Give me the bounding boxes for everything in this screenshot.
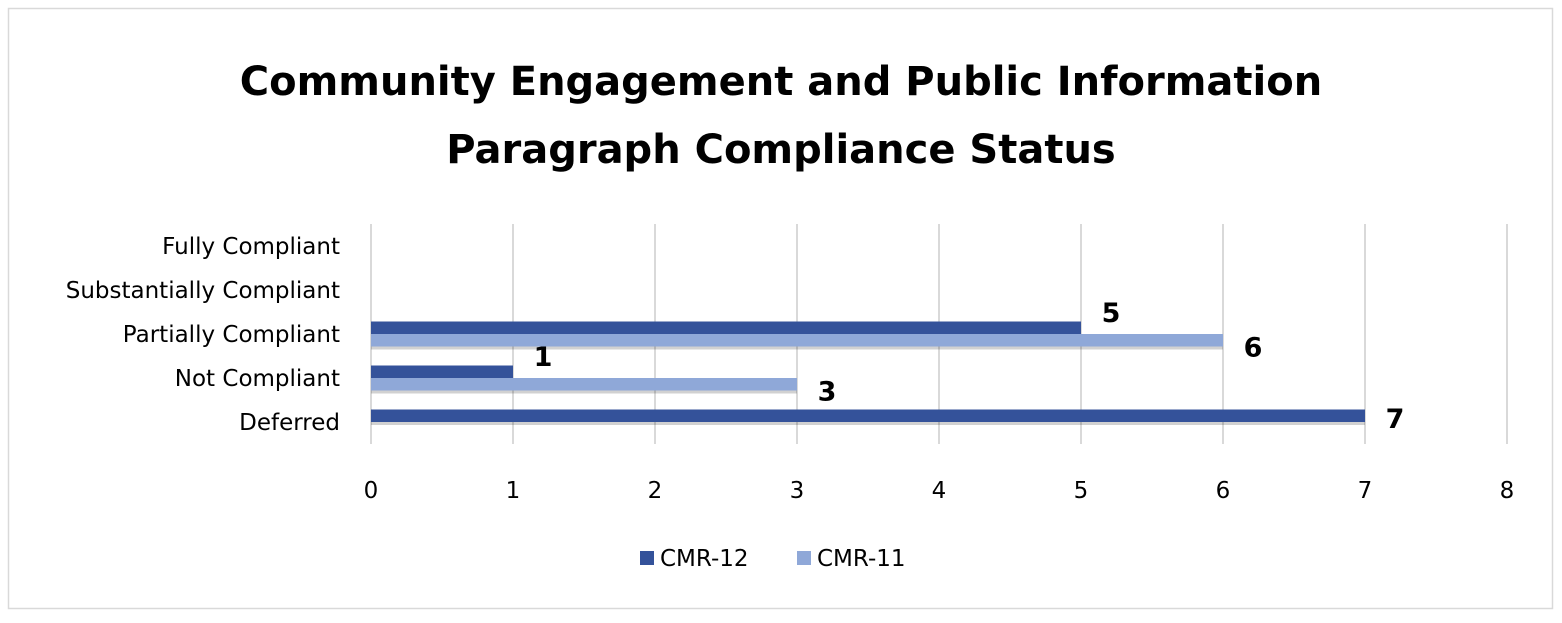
data-label: 6 [1244,332,1263,363]
data-label: 1 [534,342,553,373]
chart-title-line-2: Paragraph Compliance Status [446,127,1115,173]
legend-swatch-cmr-12 [640,551,654,565]
data-label: 7 [1386,404,1405,435]
data-label: 5 [1102,298,1121,329]
x-tick-label: 3 [790,478,805,504]
chart-title-line-1: Community Engagement and Public Informat… [240,59,1322,105]
category-label: Deferred [239,410,340,436]
x-tick-label: 6 [1216,478,1231,504]
category-label: Substantially Compliant [66,278,340,304]
bar-cmr-11 [371,334,1223,347]
chart-border [7,7,1554,610]
x-tick-label: 4 [932,478,947,504]
data-label: 3 [818,376,837,407]
x-tick-label: 2 [648,478,663,504]
category-label: Not Compliant [175,366,340,392]
bar-cmr-12 [371,321,1081,334]
bar-cmr-12 [371,409,1365,422]
legend-label: CMR-12 [660,546,749,572]
bar-cmr-12 [371,365,513,378]
category-label: Fully Compliant [162,234,340,260]
category-label: Partially Compliant [123,322,340,348]
x-tick-label: 7 [1358,478,1373,504]
legend-swatch-cmr-11 [797,551,811,565]
x-tick-label: 5 [1074,478,1089,504]
bar-cmr-11 [371,378,797,391]
x-tick-label: 8 [1500,478,1515,504]
x-tick-label: 1 [506,478,521,504]
x-tick-label: 0 [364,478,379,504]
legend-label: CMR-11 [817,546,906,572]
